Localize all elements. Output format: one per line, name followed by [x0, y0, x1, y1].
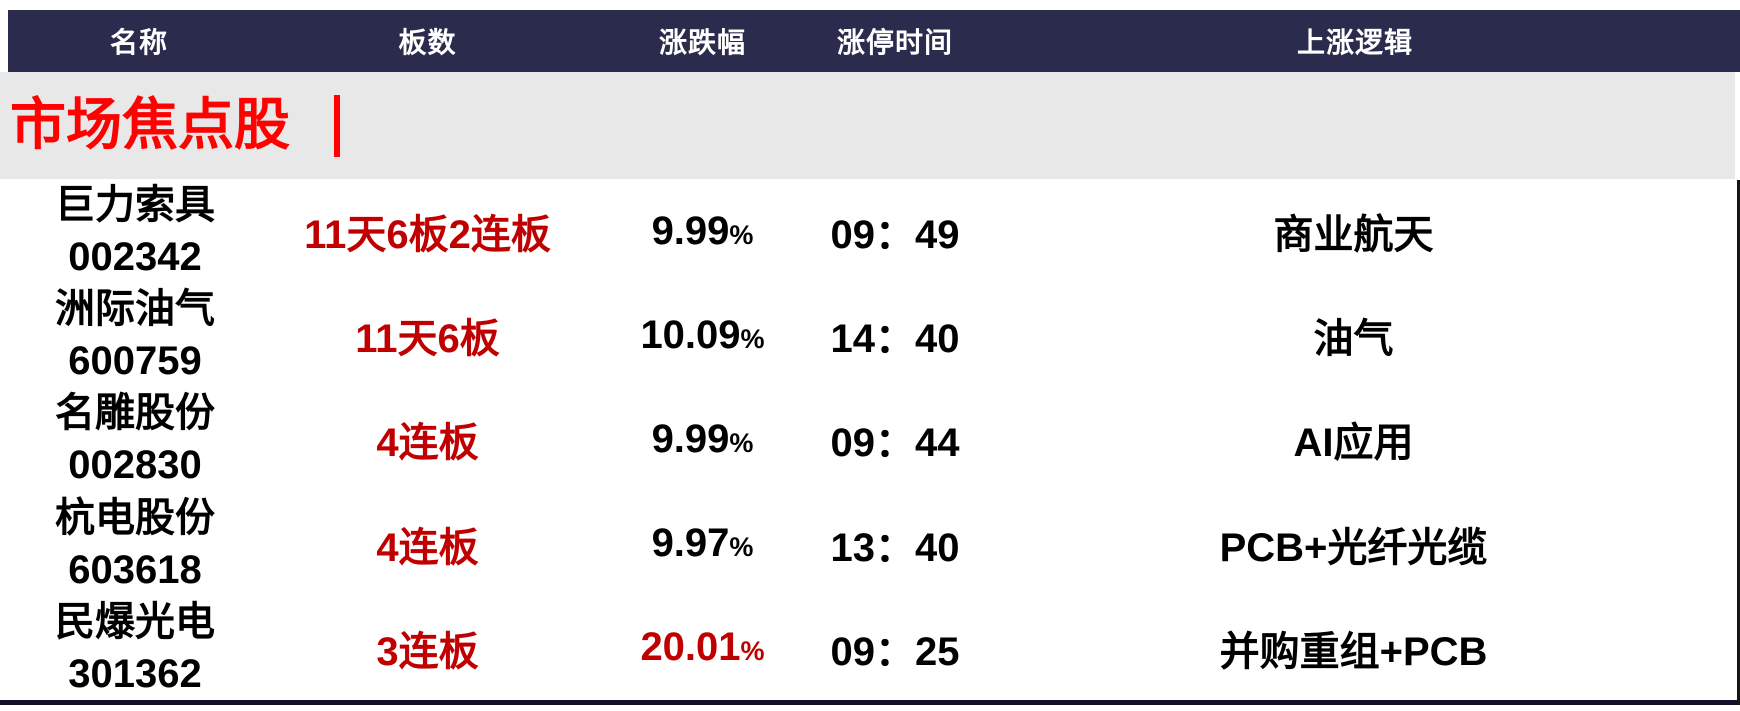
column-header-name: 名称: [109, 27, 168, 58]
rise-logic: PCB+光纤光缆: [1219, 525, 1488, 570]
rise-logic: 并购重组+PCB: [1219, 629, 1488, 674]
percent-sign: %: [729, 427, 754, 458]
column-header-boards: 板数: [398, 27, 457, 58]
column-header-logic: 上涨逻辑: [1296, 27, 1413, 58]
change-percent: 9.99%: [585, 209, 820, 254]
change-percent: 9.99%: [585, 417, 820, 462]
title-divider-bar: [334, 94, 340, 157]
percent-sign: %: [740, 323, 765, 354]
limit-up-time: 09：49: [830, 213, 960, 258]
table-row: 名雕股份 002830 4连板 9.99% 09：44 AI应用: [0, 387, 1737, 491]
rise-logic: 油气: [1313, 317, 1394, 362]
change-value: 9.99: [651, 416, 730, 461]
stock-name-cell: 杭电股份 603618: [0, 492, 270, 596]
board-count: 11天6板2连板: [304, 213, 551, 258]
board-count: 11天6板: [355, 317, 500, 362]
stock-code: 002830: [68, 443, 202, 488]
stock-name-cell: 巨力索具 002342: [0, 179, 270, 283]
stock-name: 民爆光电: [55, 599, 215, 644]
stock-code: 603618: [68, 547, 202, 592]
table-right-border: [1737, 180, 1740, 705]
change-value: 9.97: [651, 521, 730, 566]
column-header-limit-time: 涨停时间: [836, 27, 953, 58]
change-percent: 9.97%: [585, 521, 820, 566]
limit-up-time: 13：40: [830, 525, 960, 570]
stock-code: 600759: [68, 339, 202, 384]
change-percent: 10.09%: [585, 313, 820, 358]
board-count: 3连板: [376, 629, 479, 674]
stock-name-cell: 名雕股份 002830: [0, 387, 270, 491]
percent-sign: %: [729, 219, 754, 250]
limit-up-time: 09：44: [830, 421, 960, 466]
limit-up-time: 14：40: [830, 317, 960, 362]
stock-code: 301362: [68, 651, 202, 696]
section-title: 市场焦点股: [10, 94, 290, 157]
table-row: 民爆光电 301362 3连板 20.01% 09：25 并购重组+PCB: [0, 596, 1737, 700]
stock-name: 洲际油气: [55, 287, 215, 332]
board-count: 4连板: [376, 421, 479, 466]
rise-logic: 商业航天: [1273, 213, 1434, 258]
column-header-change: 涨跌幅: [658, 27, 746, 58]
stock-name-cell: 民爆光电 301362: [0, 596, 270, 700]
table-row: 杭电股份 603618 4连板 9.97% 13：40 PCB+光纤光缆: [0, 492, 1737, 596]
stock-name: 巨力索具: [55, 183, 215, 228]
section-title-band: 市场焦点股: [0, 72, 1735, 179]
change-percent: 20.01%: [585, 625, 820, 670]
change-value: 20.01: [640, 625, 741, 670]
table-bottom-border: [0, 700, 1740, 705]
table-row: 洲际油气 600759 11天6板 10.09% 14：40 油气: [0, 283, 1737, 387]
stock-code: 002342: [68, 235, 202, 280]
rise-logic: AI应用: [1293, 421, 1414, 466]
table-row: 巨力索具 002342 11天6板2连板 9.99% 09：49 商业航天: [0, 179, 1737, 283]
percent-sign: %: [729, 532, 754, 563]
change-value: 10.09: [640, 312, 741, 357]
change-value: 9.99: [651, 208, 730, 253]
table-header-row: 名称 板数 涨跌幅 涨停时间 上涨逻辑: [8, 10, 1740, 72]
stock-name: 名雕股份: [55, 391, 215, 436]
stock-name: 杭电股份: [55, 495, 215, 540]
limit-up-time: 09：25: [830, 629, 960, 674]
table-body: 巨力索具 002342 11天6板2连板 9.99% 09：49 商业航天 洲际…: [0, 179, 1737, 700]
stock-name-cell: 洲际油气 600759: [0, 283, 270, 387]
percent-sign: %: [740, 636, 765, 667]
board-count: 4连板: [376, 525, 479, 570]
